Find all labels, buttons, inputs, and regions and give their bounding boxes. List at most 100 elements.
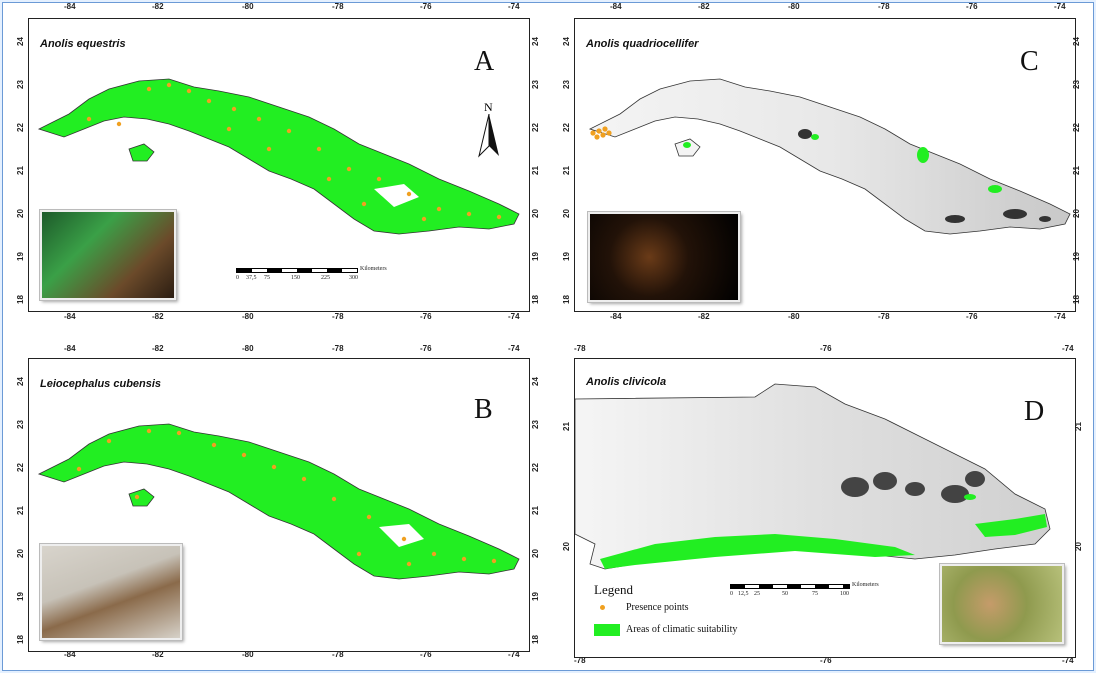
- lat-tick: 24: [530, 377, 540, 386]
- lon-tick: -82: [152, 312, 164, 321]
- cuba-map-b: [37, 423, 520, 580]
- lon-tick: -80: [242, 2, 254, 11]
- lon-tick: -78: [878, 2, 890, 11]
- lon-tick: -82: [698, 312, 710, 321]
- lat-tick: 20: [15, 209, 25, 218]
- species-label-b: Leiocephalus cubensis: [40, 378, 162, 390]
- white-gap-a: [374, 184, 419, 207]
- lat-tick: 21: [530, 506, 540, 515]
- lat-tick: 21: [561, 422, 571, 431]
- lat-tick: 21: [530, 166, 540, 175]
- dark-zones-c: [798, 129, 1051, 223]
- lat-tick: 19: [15, 252, 25, 261]
- lon-tick: -76: [966, 312, 978, 321]
- panel-letter-a: A: [474, 46, 495, 77]
- lon-tick: -74: [1062, 656, 1074, 665]
- scale-label-a-0: 0: [236, 275, 239, 281]
- lon-tick: -78: [574, 344, 586, 353]
- lon-tick: -76: [966, 2, 978, 11]
- lat-tick: 20: [530, 209, 540, 218]
- legend-presence-label: Presence points: [626, 602, 689, 613]
- presence-points-swatch: [600, 605, 605, 610]
- lon-tick: -76: [820, 656, 832, 665]
- panel-a: Anolis equestris A N Kilometers 0 37,5 7…: [14, 2, 544, 322]
- lat-tick: 24: [530, 37, 540, 46]
- legend-title: Legend: [594, 582, 633, 597]
- lat-tick: 19: [15, 592, 25, 601]
- lon-tick: -76: [820, 344, 832, 353]
- lat-tick: 20: [561, 542, 571, 551]
- panel-letter-b: B: [474, 394, 493, 425]
- lon-tick: -80: [242, 344, 254, 353]
- lon-tick: -74: [1054, 312, 1066, 321]
- lat-tick: 18: [530, 295, 540, 304]
- photo-leiocephalus-cubensis: [40, 544, 182, 640]
- lat-tick: 23: [561, 80, 571, 89]
- scale-label-a-1: 37,5: [246, 275, 257, 281]
- lat-tick: 18: [15, 295, 25, 304]
- lat-tick: 20: [561, 209, 571, 218]
- lat-tick: 19: [530, 252, 540, 261]
- lon-tick: -78: [332, 650, 344, 659]
- scale-label-d-1: 12,5: [738, 591, 749, 597]
- photo-anolis-clivicola: [940, 564, 1064, 644]
- map-frame-c: [574, 18, 1076, 312]
- lon-tick: -80: [788, 312, 800, 321]
- lat-tick: 18: [530, 635, 540, 644]
- lat-tick: 24: [15, 37, 25, 46]
- isla-juventud-b: [128, 488, 155, 507]
- lat-tick: 22: [530, 463, 540, 472]
- scale-label-d-3: 50: [782, 591, 788, 597]
- lon-tick: -84: [64, 344, 76, 353]
- suitability-c: [683, 134, 1002, 193]
- species-label-a: Anolis equestris: [40, 38, 126, 50]
- lat-tick: 20: [1073, 542, 1083, 551]
- presence-points-c: [590, 126, 612, 140]
- scale-label-d-0: 0: [730, 591, 733, 597]
- lat-tick: 21: [1071, 166, 1081, 175]
- lat-tick: 21: [1073, 422, 1083, 431]
- lon-tick: -74: [508, 650, 520, 659]
- photo-anolis-equestris: [40, 210, 176, 300]
- cuba-map-a: [37, 78, 520, 235]
- panel-b: Leiocephalus cubensis B -84 -82 -80 -78 …: [14, 344, 544, 662]
- lat-tick: 21: [15, 506, 25, 515]
- scale-bar-a: Kilometers 0 37,5 75 150 225 300: [236, 266, 406, 288]
- lat-tick: 22: [15, 463, 25, 472]
- lat-tick: 23: [15, 420, 25, 429]
- lat-tick: 18: [15, 635, 25, 644]
- isla-juventud-a: [128, 143, 155, 162]
- lon-tick: -82: [152, 344, 164, 353]
- lon-tick: -78: [574, 656, 586, 665]
- species-label-d: Anolis clivicola: [586, 376, 667, 388]
- scale-label-a-3: 150: [291, 275, 300, 281]
- north-arrow: N: [477, 100, 501, 160]
- lat-tick: 23: [15, 80, 25, 89]
- lat-tick: 20: [530, 549, 540, 558]
- suitability-swatch: [594, 624, 620, 636]
- lon-tick: -84: [64, 2, 76, 11]
- lon-tick: -76: [420, 650, 432, 659]
- photo-anolis-quadriocellifer: [588, 212, 740, 302]
- lon-tick: -74: [1062, 344, 1074, 353]
- lon-tick: -76: [420, 344, 432, 353]
- lon-tick: -78: [332, 2, 344, 11]
- lat-tick: 23: [530, 80, 540, 89]
- lat-tick: 20: [15, 549, 25, 558]
- scale-unit-a: Kilometers: [360, 266, 387, 272]
- lat-tick: 19: [530, 592, 540, 601]
- lon-tick: -82: [152, 2, 164, 11]
- suitability-d: [600, 494, 1047, 569]
- lat-tick: 22: [15, 123, 25, 132]
- lon-tick: -84: [64, 312, 76, 321]
- lon-tick: -78: [878, 312, 890, 321]
- north-arrow-label: N: [484, 100, 493, 114]
- scale-label-a-2: 75: [264, 275, 270, 281]
- lon-tick: -82: [698, 2, 710, 11]
- lon-tick: -74: [508, 312, 520, 321]
- lat-tick: 18: [1071, 295, 1081, 304]
- lat-tick: 18: [561, 295, 571, 304]
- lat-tick: 24: [15, 377, 25, 386]
- lat-tick: 20: [1071, 209, 1081, 218]
- scale-unit-d: Kilometers: [852, 582, 879, 588]
